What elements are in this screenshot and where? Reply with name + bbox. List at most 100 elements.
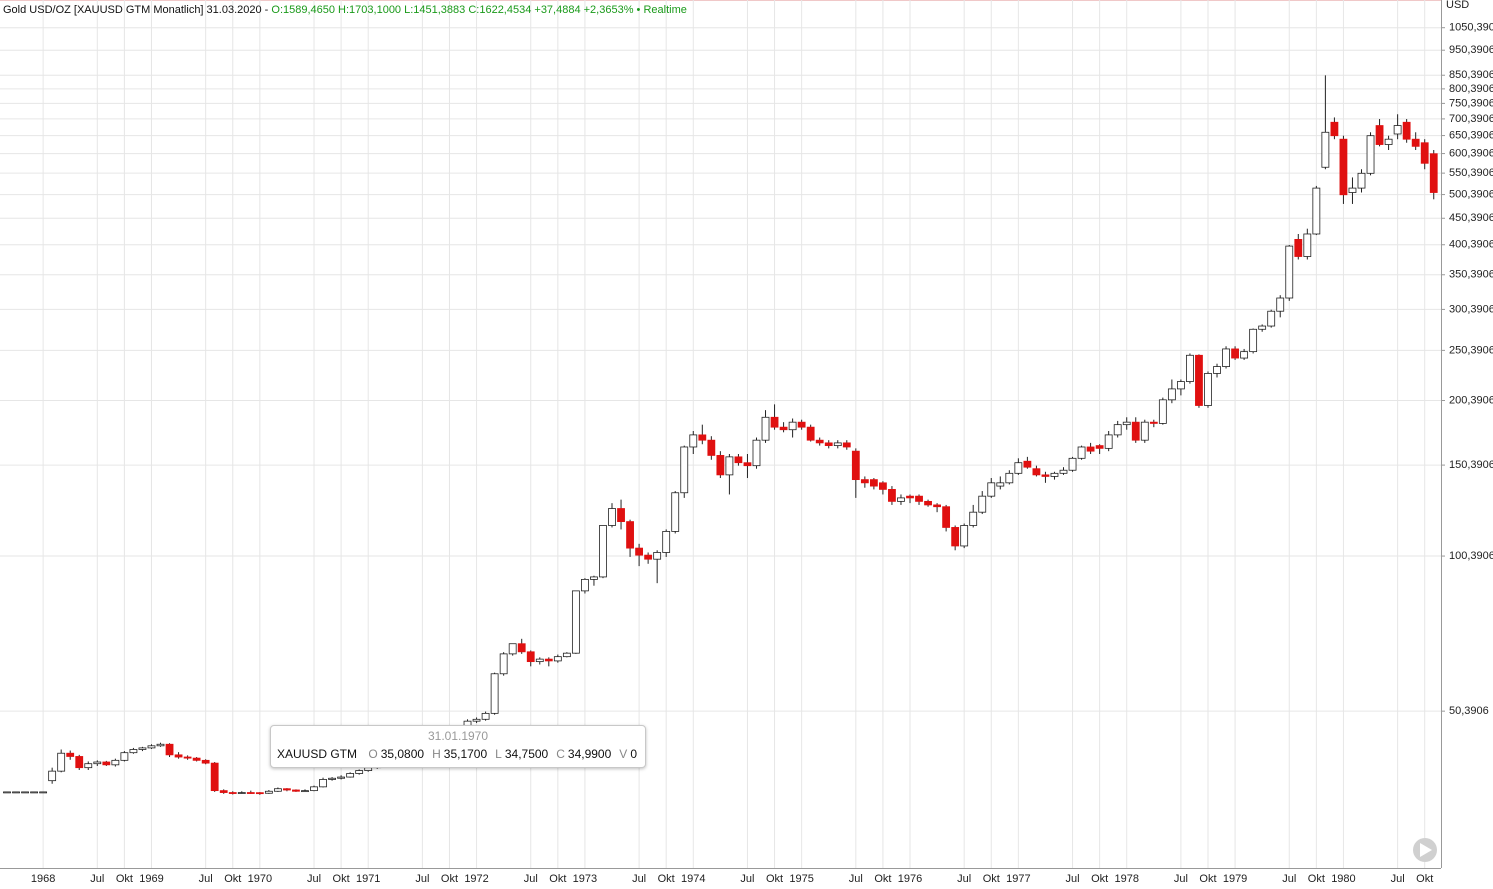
candle-body <box>66 752 75 757</box>
candle-body <box>969 511 978 526</box>
x-tick-label: Jul <box>90 873 104 885</box>
candle-body <box>1195 354 1203 406</box>
candle-body <box>1357 172 1366 189</box>
candle-body <box>1294 239 1303 257</box>
y-tick-label: 300,3906 <box>1449 303 1493 315</box>
candle-body <box>1059 469 1068 474</box>
candle-body <box>490 673 499 714</box>
y-tick-label: 50,3906 <box>1449 705 1489 717</box>
candle-body <box>635 547 643 556</box>
candle-body <box>210 762 219 792</box>
candle-body <box>183 756 192 759</box>
candle-body <box>626 521 634 549</box>
candle-body <box>617 508 625 523</box>
candle-body <box>960 525 969 547</box>
candle-body <box>310 786 318 792</box>
candle-body <box>1032 468 1041 476</box>
candle-body <box>39 791 48 794</box>
y-tick-label: 650,3906 <box>1449 129 1493 141</box>
candle-body <box>129 749 138 754</box>
candle-body <box>553 656 562 662</box>
y-tick-label: 600,3906 <box>1449 147 1493 159</box>
y-tick-label: 950,3906 <box>1449 44 1493 56</box>
x-tick-label: 1974 <box>681 873 705 885</box>
x-tick-label: 1975 <box>789 873 813 885</box>
x-tick-label: Jul <box>199 873 213 885</box>
candle-body <box>237 792 246 794</box>
candle-body <box>1005 472 1014 484</box>
candle-body <box>165 743 174 756</box>
y-tick-label: 200,3906 <box>1449 394 1493 406</box>
candle-body <box>662 531 671 553</box>
candle-body <box>1330 121 1339 137</box>
plot-area <box>0 0 1441 868</box>
x-tick-label: Jul <box>957 873 971 885</box>
y-tick-label: 500,3906 <box>1449 188 1493 200</box>
x-tick-label: Jul <box>1282 873 1296 885</box>
candle-body <box>689 434 698 448</box>
candle-body <box>1384 138 1393 145</box>
candle-body <box>1429 153 1438 193</box>
x-tick-label: 1968 <box>31 873 55 885</box>
candle-body <box>770 416 779 428</box>
tooltip-key: V <box>619 747 628 761</box>
x-tick-label: 1980 <box>1331 873 1355 885</box>
x-tick-label: Okt <box>116 873 133 885</box>
x-tick-label: 1979 <box>1223 873 1247 885</box>
candle-body <box>1420 142 1429 164</box>
x-tick-label: Okt <box>874 873 891 885</box>
candle-body <box>942 506 951 528</box>
x-tick-label: Okt <box>1199 873 1216 885</box>
tooltip-value: 0 <box>630 747 637 761</box>
y-tick-label: 250,3906 <box>1449 344 1493 356</box>
candle-body <box>581 578 589 592</box>
header-status: Realtime <box>643 4 687 16</box>
tooltip: 31.01.1970 XAUUSD GTM O 35,0800 H 35,1700 L 3… <box>270 725 646 768</box>
x-tick-label: 1970 <box>248 873 272 885</box>
candle-body <box>1411 138 1420 147</box>
y-tick-label: 400,3906 <box>1449 239 1493 251</box>
candle-body <box>120 752 129 761</box>
candle-body <box>1131 421 1140 441</box>
candle-body <box>1095 445 1104 449</box>
candle-body <box>933 504 941 508</box>
x-tick-label: Okt <box>1416 873 1433 885</box>
candle-body <box>996 482 1005 487</box>
candle-body <box>255 792 264 795</box>
candle-body <box>1104 434 1113 449</box>
tooltip-symbol: XAUUSD GTM <box>277 747 358 761</box>
candle-body <box>301 790 309 793</box>
x-tick-label: Okt <box>658 873 675 885</box>
candle-body <box>264 790 273 794</box>
x-tick-label: Jul <box>849 873 863 885</box>
candle-body <box>75 756 84 769</box>
candle-body <box>337 776 346 779</box>
candle-body <box>1339 138 1348 196</box>
candle-body <box>535 658 544 663</box>
candle-body <box>1213 366 1221 374</box>
candle-body <box>228 792 237 794</box>
candle-body <box>328 777 336 780</box>
candle-body <box>219 790 228 793</box>
x-tick-label: 1977 <box>1006 873 1030 885</box>
candle-body <box>1402 121 1411 140</box>
candle-body <box>680 446 689 494</box>
y-tick-label: 850,3906 <box>1449 69 1493 81</box>
candle-body <box>734 456 743 464</box>
candle-body <box>1285 245 1294 299</box>
x-tick-label: Jul <box>307 873 321 885</box>
x-tick-label: Jul <box>415 873 429 885</box>
candle-body <box>815 439 824 444</box>
candle-body <box>1186 354 1194 382</box>
x-tick-label: 1971 <box>356 873 380 885</box>
candle-body <box>824 442 833 447</box>
x-tick-label: Okt <box>441 873 458 885</box>
candle-body <box>102 761 111 766</box>
candle-body <box>833 442 842 447</box>
candle-body <box>707 439 716 456</box>
candle-body <box>1312 187 1321 235</box>
x-tick-label: Okt <box>1091 873 1108 885</box>
candle-body <box>797 421 806 428</box>
y-tick-label: 450,3906 <box>1449 212 1493 224</box>
